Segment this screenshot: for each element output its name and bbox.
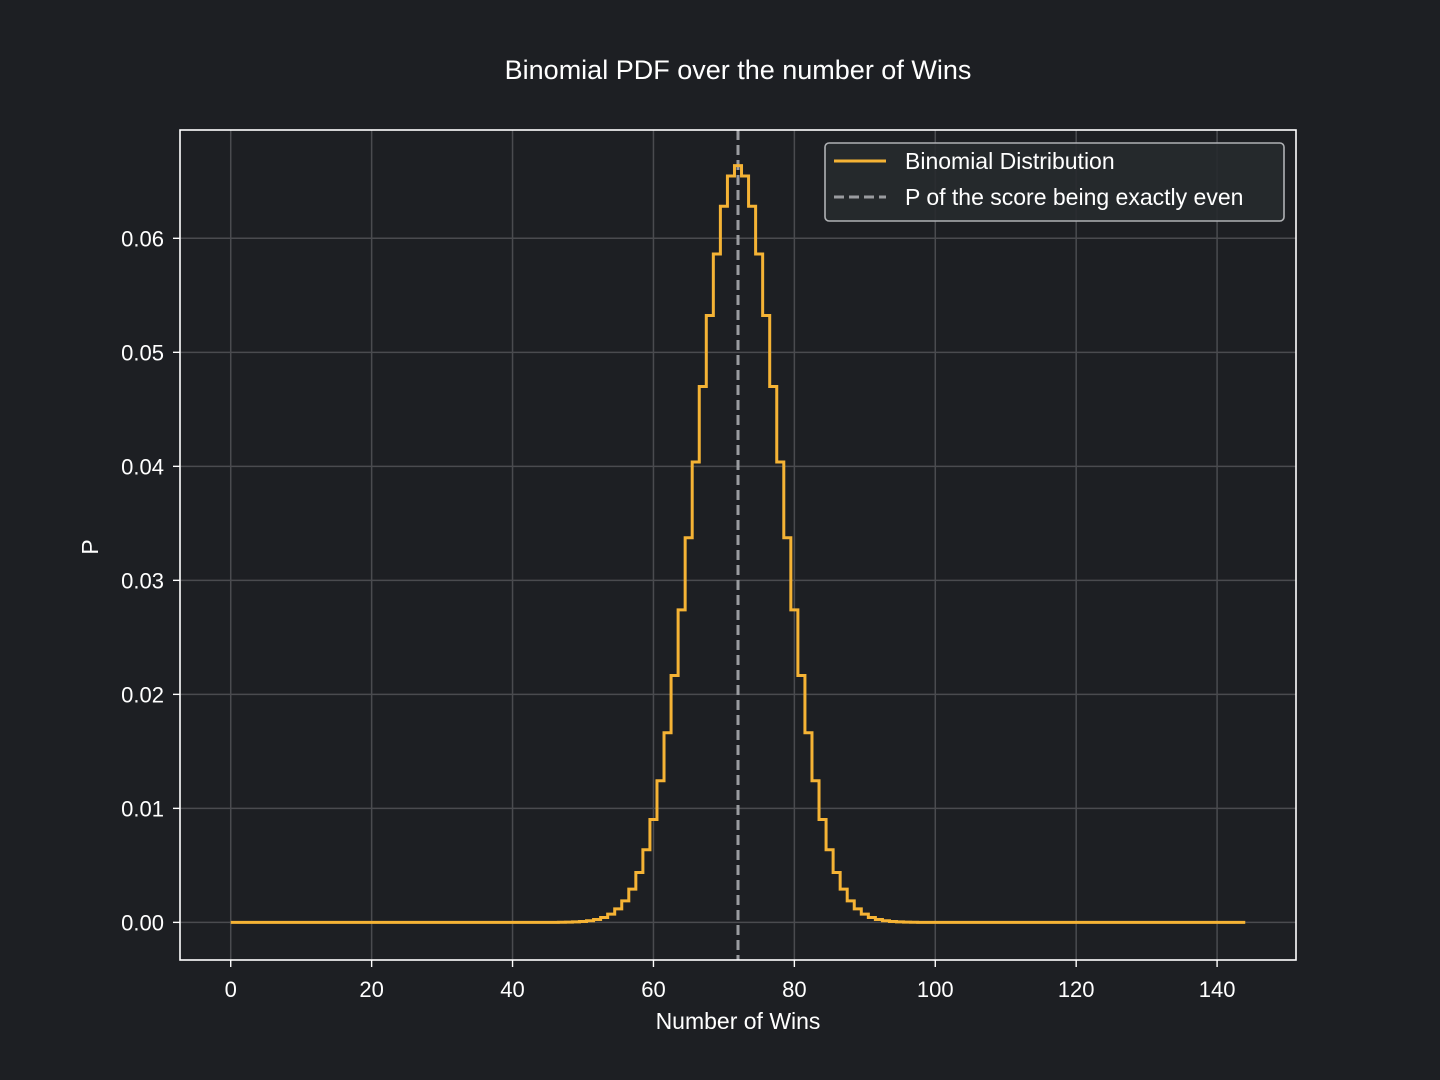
y-tick-label: 0.05 (121, 340, 164, 365)
y-axis: 0.00 0.01 0.02 0.03 0.04 0.05 0.06 (121, 226, 180, 935)
legend-label-even: P of the score being exactly even (905, 184, 1243, 210)
x-tick-label: 20 (359, 977, 383, 1002)
y-tick-label: 0.04 (121, 454, 164, 479)
x-tick-label: 40 (500, 977, 524, 1002)
y-tick-label: 0.02 (121, 682, 164, 707)
x-tick-label: 0 (225, 977, 237, 1002)
x-tick-label: 100 (917, 977, 954, 1002)
y-tick-label: 0.01 (121, 796, 164, 821)
binomial-step-line (230, 164, 1246, 924)
series-layer (230, 130, 1246, 960)
y-tick-label: 0.00 (121, 910, 164, 935)
x-tick-label: 140 (1199, 977, 1236, 1002)
legend-label-binomial: Binomial Distribution (905, 148, 1115, 174)
chart-title: Binomial PDF over the number of Wins (505, 55, 972, 85)
x-tick-label: 80 (782, 977, 806, 1002)
x-tick-label: 60 (641, 977, 665, 1002)
x-axis: 0 20 40 60 80 100 120 140 (225, 960, 1236, 1002)
y-axis-label: P (77, 539, 103, 554)
y-tick-label: 0.06 (121, 226, 164, 251)
legend-box (824, 142, 1285, 222)
x-tick-label: 120 (1058, 977, 1095, 1002)
legend: Binomial Distribution P of the score bei… (824, 142, 1285, 222)
axes-frame (179, 129, 1297, 961)
y-tick-label: 0.03 (121, 568, 164, 593)
x-axis-label: Number of Wins (656, 1008, 821, 1034)
